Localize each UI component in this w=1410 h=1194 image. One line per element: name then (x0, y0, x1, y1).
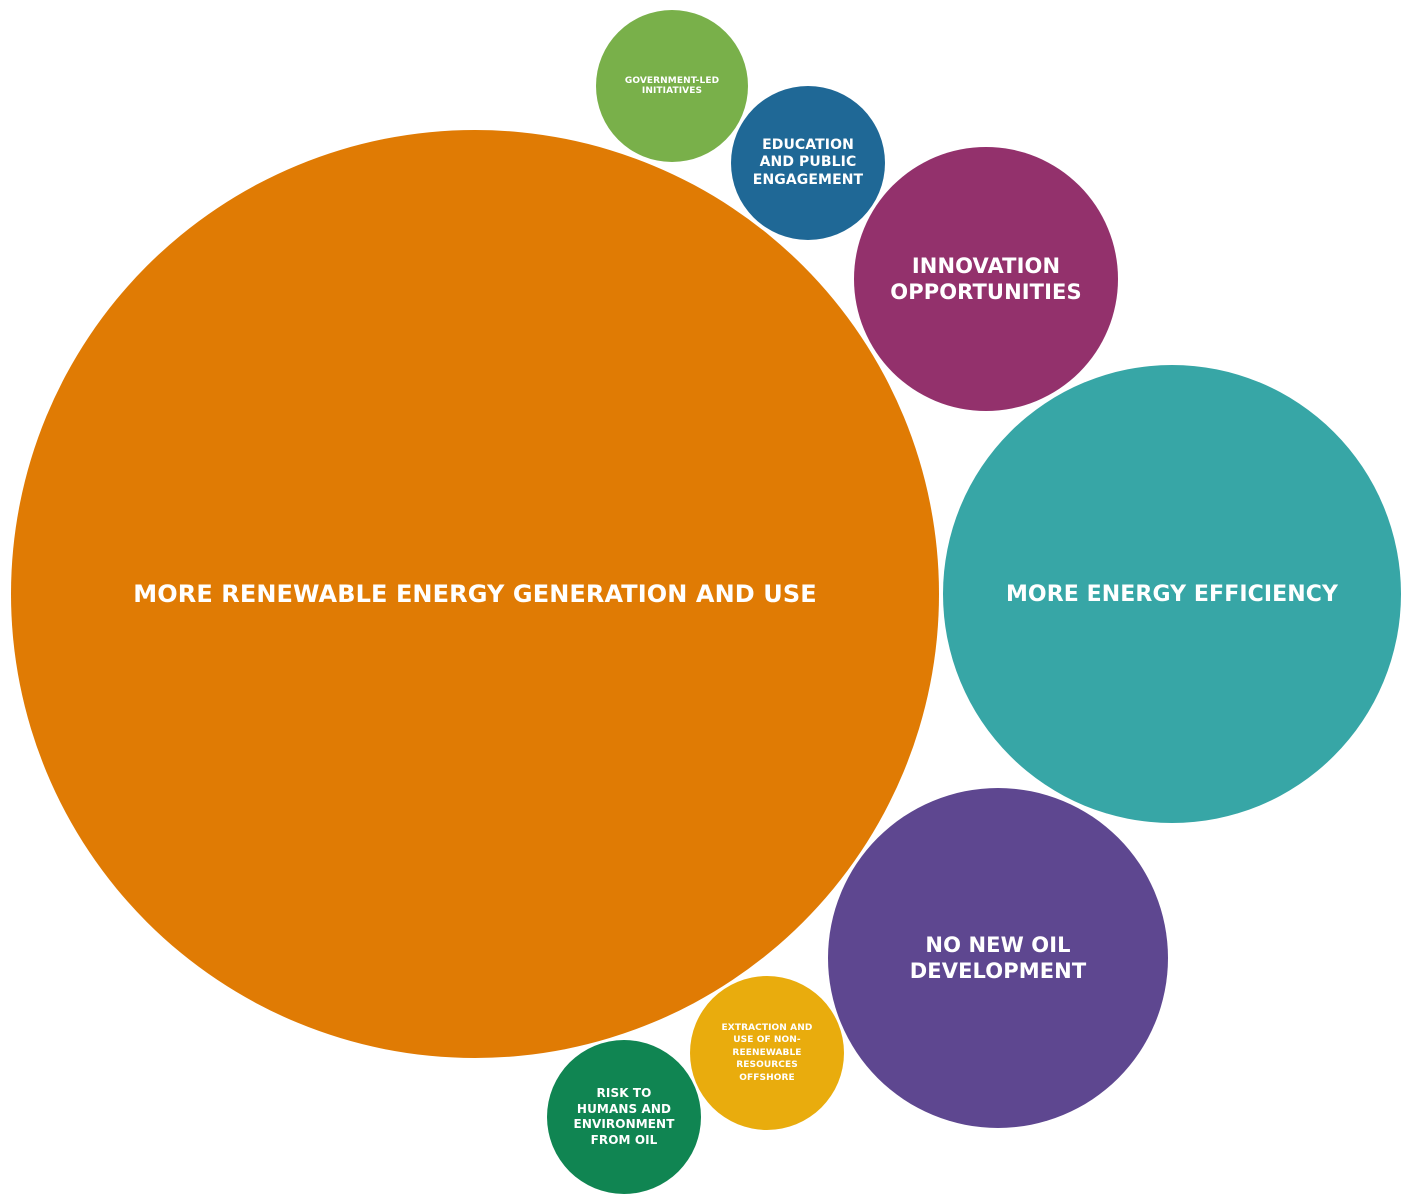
bubble-no-new-oil: NO NEW OIL DEVELOPMENT (828, 788, 1168, 1128)
bubble-label-government: GOVERNMENT-LED INITIATIVES (624, 75, 720, 97)
bubble-renewable-energy: MORE RENEWABLE ENERGY GENERATION AND USE (11, 130, 939, 1058)
bubble-label-innovation: INNOVATION OPPORTUNITIES (890, 254, 1082, 304)
bubble-risk: RISK TO HUMANS AND ENVIRONMENT FROM OIL (547, 1040, 701, 1194)
bubble-label-energy-efficiency: MORE ENERGY EFFICIENCY (1005, 581, 1339, 607)
bubble-energy-efficiency: MORE ENERGY EFFICIENCY (943, 365, 1401, 823)
bubble-government: GOVERNMENT-LED INITIATIVES (596, 10, 748, 162)
bubble-extraction: EXTRACTION AND USE OF NON-REENEWABLE RES… (690, 976, 844, 1130)
bubble-label-no-new-oil: NO NEW OIL DEVELOPMENT (909, 933, 1087, 983)
bubble-label-risk: RISK TO HUMANS AND ENVIRONMENT FROM OIL (573, 1086, 675, 1147)
bubble-label-extraction: EXTRACTION AND USE OF NON-REENEWABLE RES… (721, 1022, 813, 1083)
bubble-label-renewable-energy: MORE RENEWABLE ENERGY GENERATION AND USE (133, 580, 817, 608)
bubble-label-education: EDUCATION AND PUBLIC ENGAGEMENT (752, 136, 864, 188)
bubble-innovation: INNOVATION OPPORTUNITIES (854, 147, 1118, 411)
bubble-education: EDUCATION AND PUBLIC ENGAGEMENT (731, 86, 885, 240)
